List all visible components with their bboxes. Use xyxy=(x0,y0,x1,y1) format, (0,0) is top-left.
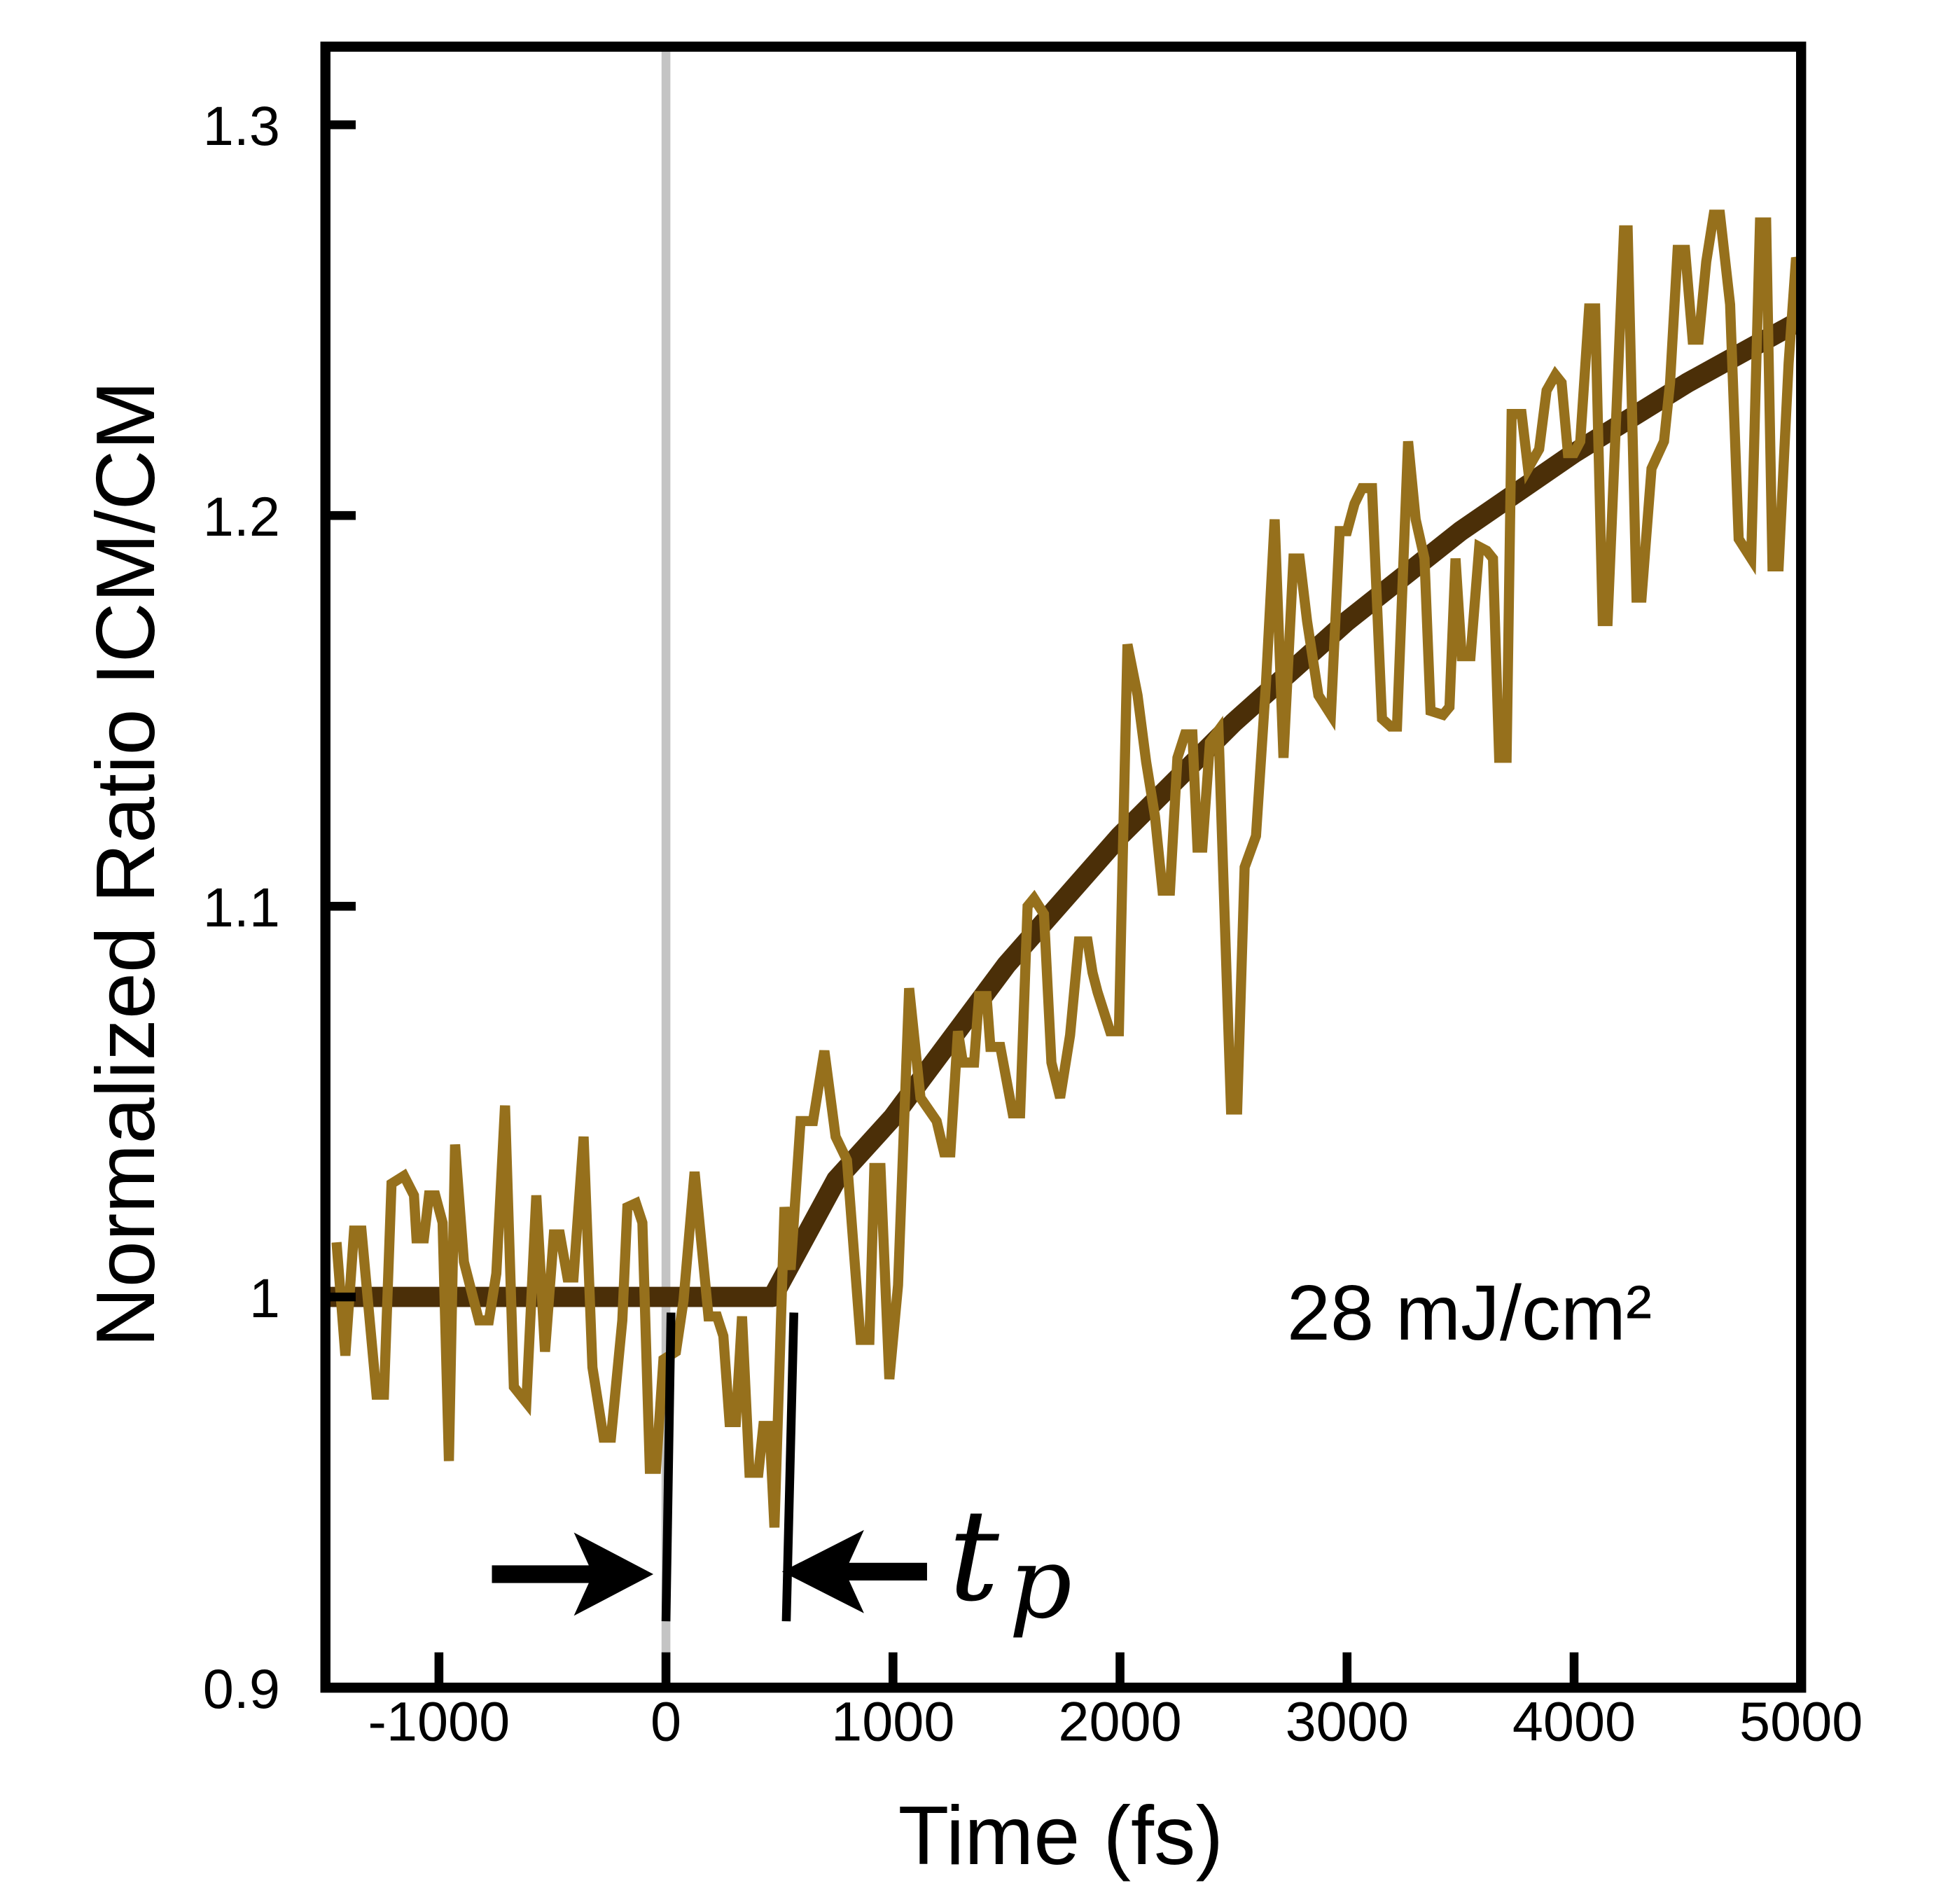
x-tick-label: 0 xyxy=(650,1690,681,1753)
data-line xyxy=(331,209,1802,1528)
x-tick-label: 1000 xyxy=(831,1690,954,1753)
x-tick-label: 2000 xyxy=(1058,1690,1181,1753)
ticks: -1000 0 1000 2000 3000 4000 5000 0.9 1 1.1 1.2 1.3 xyxy=(203,95,1863,1753)
y-tick-label: 1.3 xyxy=(203,95,280,157)
arrow-right-icon xyxy=(492,1532,654,1616)
tp-label-subscript: p xyxy=(1009,1527,1072,1641)
axes-frame xyxy=(320,41,1807,1693)
x-axis-title: Time (fs) xyxy=(898,1789,1223,1882)
tp-start-marker xyxy=(661,1312,676,1622)
tp-label-base: t xyxy=(949,1483,1000,1629)
y-tick-label: 1 xyxy=(249,1267,280,1329)
tp-label: t p xyxy=(949,1483,1072,1641)
x-tick-label: 5000 xyxy=(1739,1690,1863,1753)
x-tick-label: 3000 xyxy=(1286,1690,1409,1753)
y-tick-label: 1.2 xyxy=(203,485,280,548)
x-tick-label: -1000 xyxy=(368,1690,510,1753)
plot-area xyxy=(320,41,1807,1693)
fit-curve xyxy=(325,311,1802,1307)
fluence-annotation: 28 mJ/cm² xyxy=(1287,1269,1652,1356)
y-tick-label: 1.1 xyxy=(203,876,280,938)
arrow-left-icon xyxy=(781,1529,927,1613)
y-axis-title: Normalized Ratio ICM/CM xyxy=(79,381,172,1348)
y-tick-label: 0.9 xyxy=(203,1658,280,1720)
x-tick-label: 4000 xyxy=(1512,1690,1636,1753)
